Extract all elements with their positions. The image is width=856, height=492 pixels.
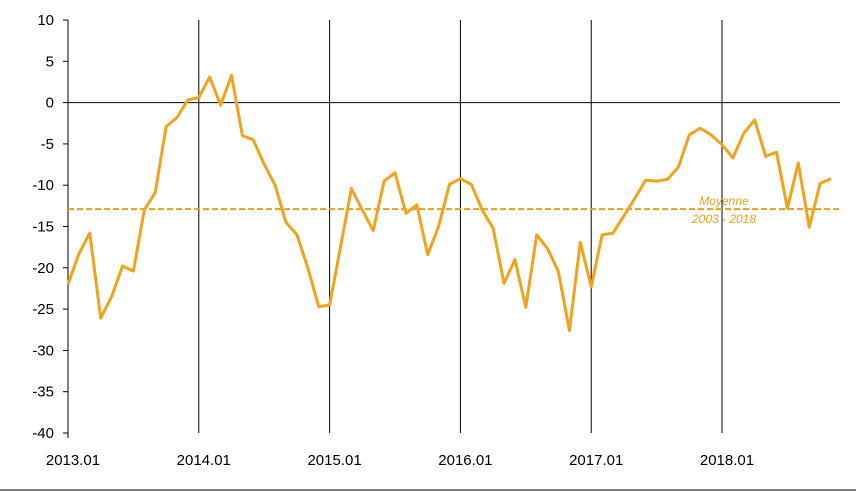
- y-axis: 10 5 0 -5 -10 -15 -20 -25 -30 -35 -40: [32, 12, 69, 442]
- x-tick-label: 2016.01: [438, 452, 492, 469]
- y-tick-label: -30: [32, 342, 54, 359]
- y-tick-label: -10: [32, 177, 54, 194]
- y-tick-label: -35: [32, 384, 54, 401]
- x-tick-label: 2015.01: [307, 452, 361, 469]
- y-tick-label: 5: [46, 53, 54, 70]
- average-label-line1: Moyenne: [699, 194, 749, 208]
- year-gridlines: [198, 20, 723, 433]
- x-tick-label: 2017.01: [569, 452, 623, 469]
- x-tick-label: 2013.01: [46, 452, 100, 469]
- y-tick-label: -15: [32, 219, 54, 236]
- y-tick-label: -20: [32, 260, 54, 277]
- series-line: [66, 73, 832, 333]
- y-tick-label: -40: [32, 425, 54, 442]
- average-label-line2: 2003 - 2018: [691, 212, 756, 226]
- y-tick-label: 0: [46, 95, 54, 112]
- y-tick-label: -25: [32, 301, 54, 318]
- x-axis: 2013.01 2014.01 2015.01 2016.01 2017.01 2018.…: [46, 433, 754, 469]
- x-tick-label: 2014.01: [177, 452, 231, 469]
- x-tick-label: 2018.01: [700, 452, 754, 469]
- y-tick-label: 10: [37, 12, 54, 29]
- y-tick-label: -5: [41, 136, 54, 153]
